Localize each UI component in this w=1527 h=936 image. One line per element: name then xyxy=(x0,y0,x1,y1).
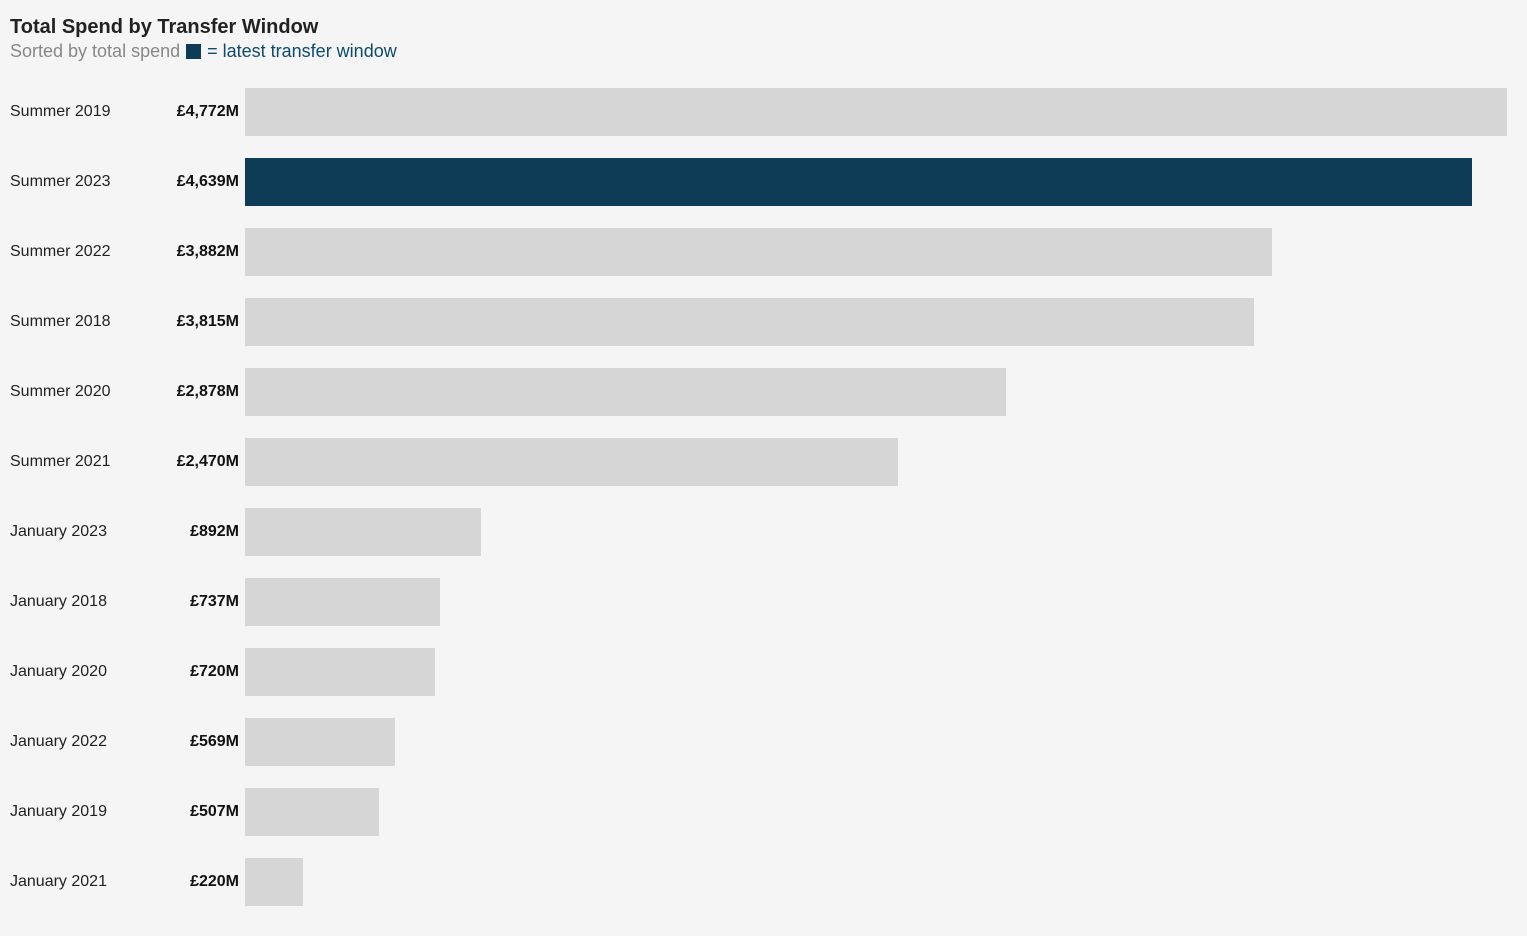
chart-legend-text: = latest transfer window xyxy=(207,41,397,62)
bar-category-label: January 2021 xyxy=(10,873,165,891)
bar-track xyxy=(245,368,1507,416)
bar-rect xyxy=(245,438,898,486)
bar-category-label: January 2019 xyxy=(10,803,165,821)
bar-row: Summer 2022£3,882M xyxy=(10,228,1507,276)
bar-row: Summer 2023£4,639M xyxy=(10,158,1507,206)
bar-rect xyxy=(245,788,379,836)
bar-rect xyxy=(245,368,1006,416)
bar-value-label: £720M xyxy=(165,663,245,681)
bar-row: Summer 2019£4,772M xyxy=(10,88,1507,136)
bar-value-label: £737M xyxy=(165,593,245,611)
bar-rect xyxy=(245,578,440,626)
legend-swatch-icon xyxy=(186,44,201,59)
bar-category-label: January 2020 xyxy=(10,663,165,681)
bar-row: January 2020£720M xyxy=(10,648,1507,696)
chart-subtitle: Sorted by total spend = latest transfer … xyxy=(10,41,1507,62)
bar-row: January 2022£569M xyxy=(10,718,1507,766)
bar-rect xyxy=(245,88,1507,136)
bar-row: January 2021£220M xyxy=(10,858,1507,906)
bar-rect xyxy=(245,718,395,766)
chart-container: Total Spend by Transfer Window Sorted by… xyxy=(0,0,1527,926)
chart-subtitle-prefix: Sorted by total spend xyxy=(10,41,180,62)
bar-category-label: Summer 2023 xyxy=(10,173,165,191)
bar-category-label: January 2023 xyxy=(10,523,165,541)
bar-rect xyxy=(245,228,1272,276)
bar-track xyxy=(245,88,1507,136)
bar-value-label: £569M xyxy=(165,733,245,751)
bar-category-label: January 2018 xyxy=(10,593,165,611)
bars-area: Summer 2019£4,772MSummer 2023£4,639MSumm… xyxy=(10,88,1507,906)
bar-row: January 2019£507M xyxy=(10,788,1507,836)
bar-track xyxy=(245,858,1507,906)
bar-category-label: Summer 2021 xyxy=(10,453,165,471)
bar-value-label: £507M xyxy=(165,803,245,821)
bar-value-label: £892M xyxy=(165,523,245,541)
bar-row: Summer 2018£3,815M xyxy=(10,298,1507,346)
bar-value-label: £2,470M xyxy=(165,453,245,471)
bar-track xyxy=(245,298,1507,346)
bar-row: Summer 2020£2,878M xyxy=(10,368,1507,416)
bar-track xyxy=(245,508,1507,556)
chart-title: Total Spend by Transfer Window xyxy=(10,16,1507,39)
bar-category-label: Summer 2018 xyxy=(10,313,165,331)
bar-track xyxy=(245,718,1507,766)
bar-track xyxy=(245,788,1507,836)
bar-value-label: £220M xyxy=(165,873,245,891)
bar-row: January 2018£737M xyxy=(10,578,1507,626)
bar-track xyxy=(245,158,1507,206)
bar-rect xyxy=(245,508,481,556)
bar-value-label: £3,882M xyxy=(165,243,245,261)
bar-category-label: Summer 2020 xyxy=(10,383,165,401)
bar-rect xyxy=(245,158,1472,206)
bar-row: January 2023£892M xyxy=(10,508,1507,556)
bar-row: Summer 2021£2,470M xyxy=(10,438,1507,486)
bar-category-label: January 2022 xyxy=(10,733,165,751)
bar-rect xyxy=(245,858,303,906)
bar-track xyxy=(245,228,1507,276)
bar-value-label: £2,878M xyxy=(165,383,245,401)
bar-value-label: £4,772M xyxy=(165,103,245,121)
bar-track xyxy=(245,578,1507,626)
bar-track xyxy=(245,648,1507,696)
bar-value-label: £4,639M xyxy=(165,173,245,191)
bar-value-label: £3,815M xyxy=(165,313,245,331)
bar-rect xyxy=(245,298,1254,346)
bar-category-label: Summer 2022 xyxy=(10,243,165,261)
bar-category-label: Summer 2019 xyxy=(10,103,165,121)
bar-track xyxy=(245,438,1507,486)
bar-rect xyxy=(245,648,435,696)
